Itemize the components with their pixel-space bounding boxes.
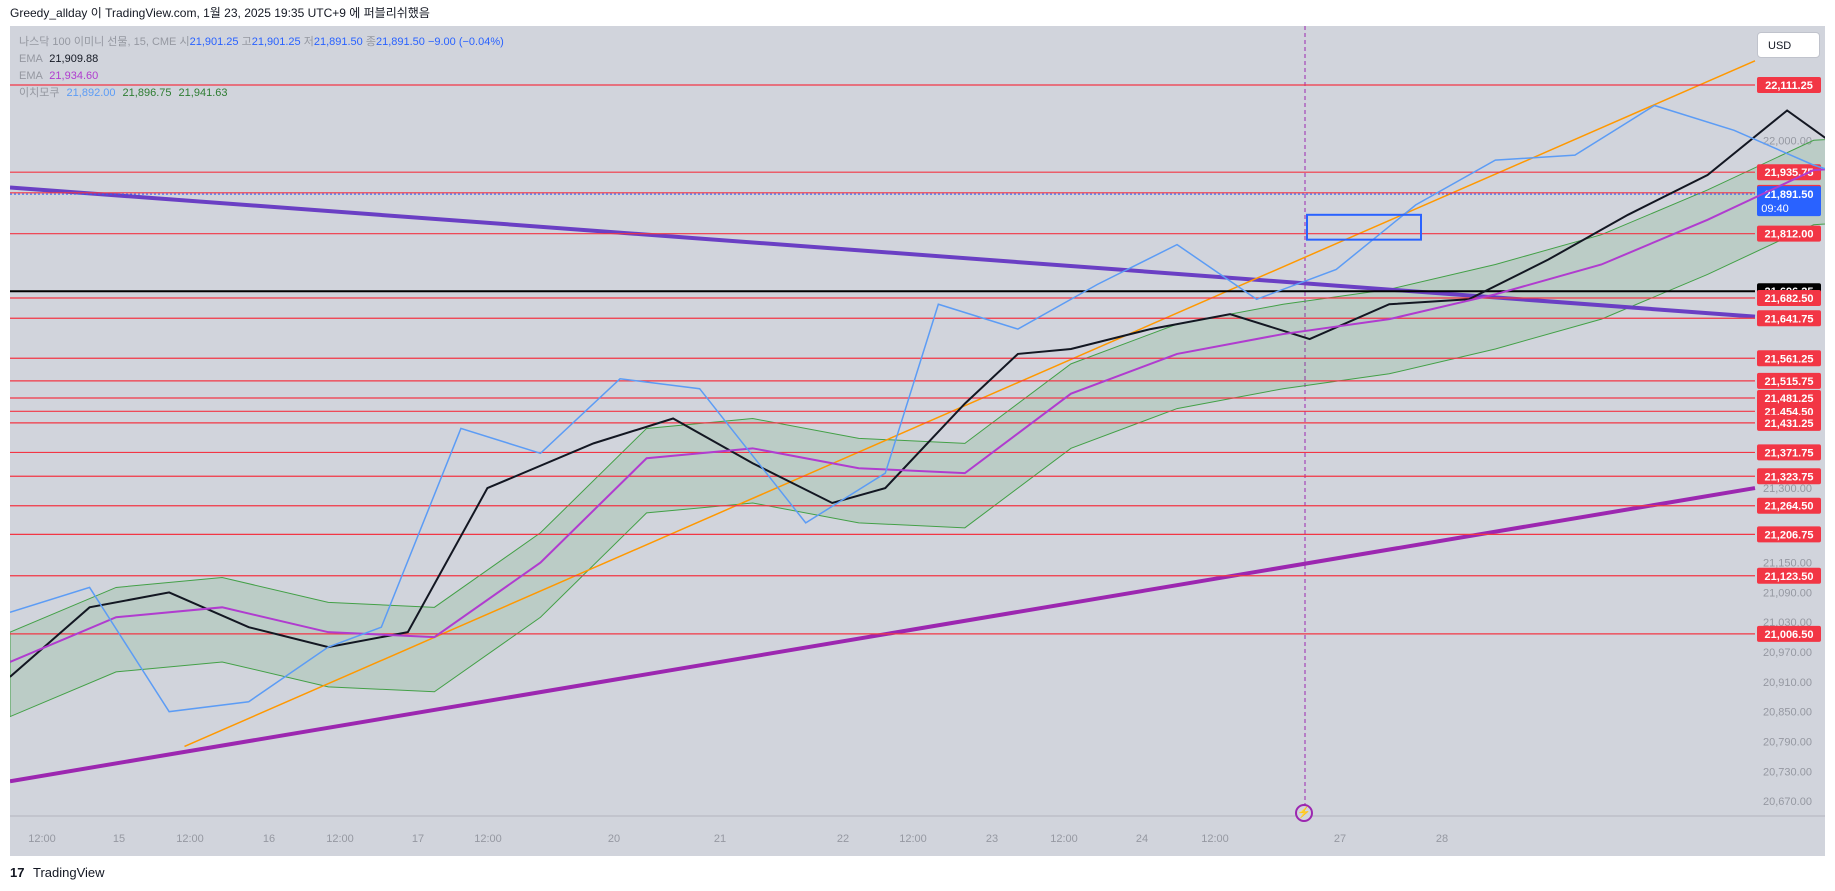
series-line	[10, 104, 1825, 713]
change-value: −9.00 (−0.04%)	[427, 36, 504, 48]
symbol-name: 나스닥 100 이미니 선물, 15, CME	[19, 36, 177, 48]
price-level-tag	[1757, 372, 1821, 389]
price-level-tag	[1757, 444, 1821, 461]
x-tick-label: 12:00	[176, 833, 204, 845]
price-level-label: 21,006.50	[1765, 629, 1814, 641]
x-tick-label: 24	[1136, 833, 1148, 845]
price-level-label: 21,641.75	[1765, 313, 1814, 325]
y-tick-label: 20,850.00	[1763, 707, 1812, 719]
x-tick-label: 12:00	[474, 833, 502, 845]
open-value: 21,901.25	[189, 36, 239, 48]
y-tick-label: 21,090.00	[1763, 587, 1812, 599]
price-level-label: 21,481.25	[1765, 393, 1814, 405]
publisher-line: Greedy_allday 이 TradingView.com, 1월 23, …	[10, 6, 430, 20]
current-price-label: 21,891.50	[1765, 189, 1814, 201]
high-value: 21,901.25	[251, 36, 301, 48]
price-level-label: 22,111.25	[1765, 80, 1813, 92]
x-tick-label: 20	[608, 833, 620, 845]
price-level-label: 21,323.75	[1765, 471, 1814, 483]
y-tick-label: 21,150.00	[1763, 558, 1812, 570]
low-label: 저	[303, 36, 314, 48]
ichimoku-label: 이치모쿠	[19, 87, 60, 99]
x-tick-label: 12:00	[326, 833, 354, 845]
ema1-label: EMA	[19, 53, 43, 65]
price-level-tag	[1757, 468, 1821, 485]
price-level-tag	[1757, 390, 1821, 407]
symbol-row: 나스닥 100 이미니 선물, 15, CME 시21,901.25 고21,9…	[19, 34, 504, 51]
publisher-header: Greedy_allday 이 TradingView.com, 1월 23, …	[0, 0, 1835, 26]
x-tick-label: 12:00	[899, 833, 927, 845]
x-tick-label: 27	[1334, 833, 1346, 845]
price-level-label: 21,682.50	[1765, 293, 1814, 305]
ema-row-1[interactable]: EMA 21,909.88	[19, 51, 504, 68]
ema1-value: 21,909.88	[49, 53, 99, 65]
lightning-icon[interactable]: ⚡	[1295, 804, 1313, 822]
x-tick-label: 21	[714, 833, 726, 845]
x-tick-label: 12:00	[28, 833, 56, 845]
price-level-label: 21,206.75	[1765, 529, 1814, 541]
x-tick-label: 17	[412, 833, 424, 845]
price-level-tag	[1757, 414, 1821, 431]
footer: 17 TradingView	[0, 862, 1835, 891]
tradingview-brand[interactable]: TradingView	[33, 865, 105, 880]
ichimoku-row[interactable]: 이치모쿠 21,892.00 21,896.75 21,941.63	[19, 85, 504, 102]
x-tick-label: 23	[986, 833, 998, 845]
ema-row-2[interactable]: EMA 21,934.60	[19, 68, 504, 85]
price-level-label: 21,561.25	[1765, 353, 1814, 365]
price-level-tag	[1757, 310, 1821, 327]
currency-button[interactable]: USD	[1757, 32, 1820, 58]
y-tick-label: 20,910.00	[1763, 677, 1812, 689]
price-level-tag	[1757, 290, 1821, 307]
price-level-label: 21,123.50	[1765, 571, 1814, 583]
close-label: 종	[365, 36, 376, 48]
price-chart[interactable]: 22,000.00 21,300.00 21,150.00 21,090.00 21,0…	[10, 26, 1825, 856]
ema2-label: EMA	[19, 70, 43, 82]
ichimoku-value-1: 21,892.00	[66, 87, 116, 99]
countdown-label: 09:40	[1761, 203, 1789, 215]
series-line	[10, 109, 1825, 678]
ichimoku-value-2: 21,896.75	[122, 87, 172, 99]
price-level-label: 21,431.25	[1765, 418, 1814, 430]
high-label: 고	[241, 36, 252, 48]
y-tick-label: 20,730.00	[1763, 766, 1812, 778]
price-level-tag	[1757, 350, 1821, 367]
y-tick-label: 20,970.00	[1763, 647, 1812, 659]
price-level-tag	[1757, 526, 1821, 543]
chart-legend: 나스닥 100 이미니 선물, 15, CME 시21,901.25 고21,9…	[19, 34, 504, 102]
ichimoku-value-3: 21,941.63	[178, 87, 228, 99]
chart-area[interactable]: 22,000.00 21,300.00 21,150.00 21,090.00 21,0…	[10, 26, 1825, 856]
tradingview-logo-icon[interactable]: 17	[10, 865, 25, 880]
y-tick-label: 20,790.00	[1763, 736, 1812, 748]
y-tick-label: 21,300.00	[1763, 483, 1812, 495]
x-tick-label: 12:00	[1201, 833, 1229, 845]
y-tick-label: 20,670.00	[1763, 796, 1812, 808]
x-tick-label: 12:00	[1050, 833, 1078, 845]
x-tick-label: 28	[1436, 833, 1448, 845]
price-level-label: 21,264.50	[1765, 501, 1814, 513]
target-box	[1306, 213, 1422, 241]
price-level-tag	[1757, 225, 1821, 242]
x-tick-label: 16	[263, 833, 275, 845]
trendline	[184, 60, 1756, 748]
price-level-tag	[1757, 497, 1821, 514]
price-level-label: 21,371.75	[1765, 447, 1814, 459]
current-price-tag	[1757, 186, 1821, 217]
price-level-tag	[1757, 77, 1821, 94]
trendline	[10, 486, 1756, 784]
x-tick-label: 22	[837, 833, 849, 845]
trendline	[10, 185, 1756, 319]
ichimoku-cloud	[10, 139, 1825, 718]
low-value: 21,891.50	[313, 36, 363, 48]
price-level-label: 21,812.00	[1765, 229, 1814, 241]
price-level-label: 21,515.75	[1765, 376, 1814, 388]
price-level-tag	[1757, 625, 1821, 642]
y-tick-label: 22,000.00	[1763, 135, 1812, 147]
ema2-value: 21,934.60	[49, 70, 99, 82]
x-tick-label: 15	[113, 833, 125, 845]
close-value: 21,891.50	[375, 36, 425, 48]
price-level-tag	[1757, 567, 1821, 584]
series-line	[10, 168, 1825, 663]
price-level-tag	[1757, 164, 1821, 181]
open-label: 시	[179, 36, 190, 48]
